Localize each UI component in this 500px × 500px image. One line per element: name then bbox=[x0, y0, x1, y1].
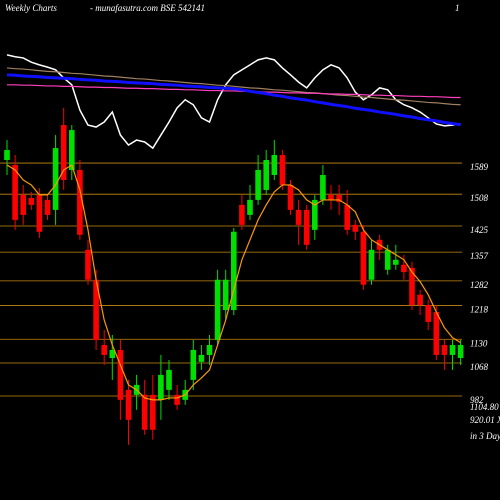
corner-text: 1 bbox=[455, 3, 460, 13]
candle-body bbox=[198, 354, 205, 362]
candle-body bbox=[36, 194, 43, 232]
candle-body bbox=[4, 150, 10, 161]
candle-body bbox=[352, 224, 359, 232]
candle-body bbox=[271, 155, 278, 175]
candle-body bbox=[190, 349, 197, 380]
candle-body bbox=[101, 344, 107, 355]
candle-body bbox=[60, 125, 67, 180]
candle-body bbox=[263, 160, 269, 190]
candle-body bbox=[166, 369, 172, 390]
chart-subtitle: - munafasutra.com BSE 542141 bbox=[90, 3, 205, 13]
indicator-line bbox=[6, 164, 461, 401]
candle-body bbox=[20, 194, 26, 215]
indicator-line bbox=[7, 84, 461, 99]
candle-body bbox=[239, 204, 245, 225]
y-tick-label: 1282 bbox=[470, 280, 489, 290]
candle-body bbox=[384, 249, 391, 270]
candle-body bbox=[255, 169, 261, 200]
candle-body bbox=[158, 374, 164, 400]
candle-body bbox=[214, 279, 221, 340]
candle-body bbox=[279, 155, 286, 185]
candle-body bbox=[417, 294, 423, 306]
candle-body bbox=[441, 344, 448, 355]
annotation: 1104.80 bbox=[470, 402, 499, 412]
candle-body bbox=[287, 184, 294, 210]
candle-body bbox=[85, 249, 91, 280]
candle-body bbox=[231, 231, 237, 311]
candle-body bbox=[77, 169, 83, 235]
candle-body bbox=[425, 305, 431, 322]
candle-body bbox=[368, 249, 375, 280]
candle-body bbox=[393, 259, 399, 265]
candle-body bbox=[336, 194, 342, 202]
candle-body bbox=[117, 349, 124, 400]
candle-body bbox=[150, 394, 156, 430]
y-tick-label: 982 bbox=[470, 395, 484, 405]
candle-body bbox=[206, 344, 213, 355]
y-tick-label: 1130 bbox=[470, 338, 488, 348]
candle-body bbox=[222, 279, 229, 311]
candle-body bbox=[69, 130, 75, 170]
y-tick-label: 1425 bbox=[470, 225, 489, 235]
candle-body bbox=[12, 165, 18, 220]
candle-body bbox=[303, 209, 310, 245]
candle-body bbox=[312, 199, 318, 230]
candle-body bbox=[174, 394, 180, 405]
candle-body bbox=[449, 344, 456, 355]
candle-body bbox=[141, 394, 148, 430]
candle-body bbox=[328, 194, 334, 200]
indicator-line bbox=[6, 73, 461, 127]
y-tick-label: 1589 bbox=[470, 162, 489, 172]
chart-title: Weekly Charts bbox=[5, 3, 57, 13]
y-tick-label: 1068 bbox=[470, 362, 489, 372]
y-tick-label: 1508 bbox=[470, 193, 489, 203]
candle-body bbox=[44, 199, 51, 215]
candle-body bbox=[360, 231, 367, 285]
candle-body bbox=[52, 148, 59, 210]
candle-body bbox=[28, 198, 35, 205]
candle-body bbox=[409, 267, 415, 306]
candle-body bbox=[433, 311, 440, 355]
indicator-line bbox=[6, 67, 461, 106]
annotation: in 3 Days bbox=[470, 431, 500, 441]
candle-body bbox=[93, 279, 99, 340]
candle-body bbox=[295, 209, 302, 225]
annotation: 920.01 X bbox=[470, 415, 500, 425]
indicator-line bbox=[6, 54, 461, 150]
candle-body bbox=[457, 344, 464, 359]
candle-body bbox=[344, 204, 350, 230]
candle-body bbox=[401, 264, 407, 273]
y-tick-label: 1218 bbox=[470, 305, 489, 315]
y-tick-label: 1357 bbox=[470, 251, 489, 261]
candle-body bbox=[247, 199, 253, 215]
candle-body bbox=[320, 174, 326, 200]
candle-body bbox=[125, 389, 132, 420]
candle-body bbox=[109, 349, 116, 359]
